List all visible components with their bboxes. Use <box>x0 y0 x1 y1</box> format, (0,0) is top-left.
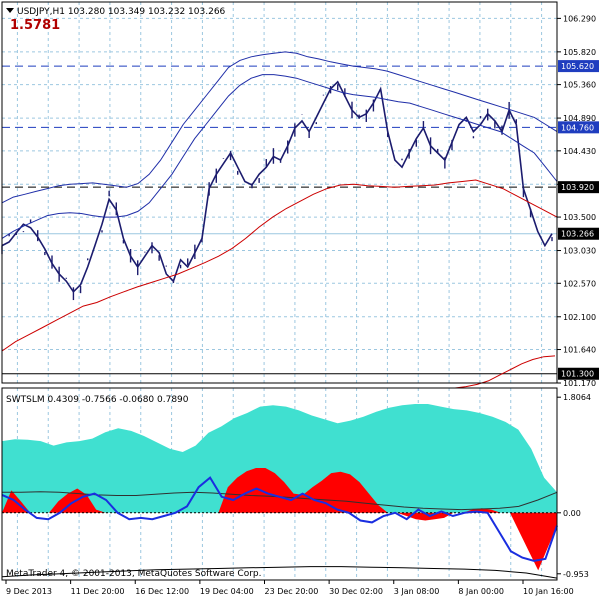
time-axis: 9 Dec 2013 11 Dec 20:00 16 Dec 12:00 19 Dec… <box>5 580 574 596</box>
moving-average-line <box>1 179 558 352</box>
time-tick-label: 10 Jan 16:00 <box>523 587 574 596</box>
price-tick-label: 104.430 <box>563 147 596 156</box>
upper-band-line <box>1 51 558 204</box>
level-price-label: 103.266 <box>561 230 594 239</box>
level-price-label: 104.760 <box>561 123 594 132</box>
symbol-header: USDJPY,H1 103.280 103.349 103.232 103.26… <box>17 7 226 17</box>
time-tick-label: 11 Dec 20:00 <box>71 587 125 596</box>
indicator-axis: 1.8064 0.00 -0.953 <box>557 393 591 579</box>
time-tick-label: 16 Dec 12:00 <box>135 587 189 596</box>
indicator-tick-label: 0.00 <box>563 509 581 518</box>
level-price-box <box>558 121 599 134</box>
cyan-area <box>2 404 557 513</box>
lower-bound-line <box>1 566 558 579</box>
copyright-text: MetaTrader 4, © 2001-2013, MetaQuotes So… <box>6 569 262 579</box>
big-value: 1.5781 <box>10 18 60 33</box>
price-tick-label: 102.100 <box>563 313 596 322</box>
time-tick-label: 8 Jan 00:00 <box>458 587 504 596</box>
level-price-box <box>558 181 599 194</box>
price-tick-label: 102.570 <box>563 279 596 288</box>
price-tick-label: 101.640 <box>563 346 596 355</box>
indicator-series <box>1 404 558 579</box>
level-price-box <box>558 60 599 73</box>
price-chart-panel[interactable]: 106.290 105.820 105.360 104.890 104.430 103.9… <box>1 1 599 389</box>
level-price-box <box>558 227 599 240</box>
horizontal-levels <box>2 65 557 375</box>
price-tick-label: 104.890 <box>563 114 596 123</box>
lower-ma-line <box>454 355 556 389</box>
red-area <box>2 468 557 571</box>
blue-oscillator-line <box>1 476 558 562</box>
price-grid <box>2 2 557 384</box>
price-tick-label: 106.290 <box>563 14 596 23</box>
indicator-label: SWTSLM 0.4309 -0.7566 -0.0680 0.7890 <box>6 395 189 405</box>
time-tick-label: 19 Dec 04:00 <box>200 587 254 596</box>
indicator-tick-label: -0.953 <box>563 570 589 579</box>
indicator-panel[interactable]: 1.8064 0.00 -0.953 <box>1 387 591 581</box>
time-tick-label: 3 Jan 08:00 <box>394 587 440 596</box>
price-line <box>1 80 553 294</box>
level-price-box <box>558 367 599 380</box>
middle-band-line <box>1 74 558 239</box>
level-price-label: 105.620 <box>561 62 594 71</box>
time-tick-label: 9 Dec 2013 <box>6 587 52 596</box>
level-price-label: 103.920 <box>561 183 594 192</box>
price-tick-label: 101.170 <box>563 379 596 388</box>
price-tick-label: 103.500 <box>563 213 596 222</box>
triangle-down-icon[interactable] <box>6 8 14 13</box>
time-tick-label: 23 Dec 20:00 <box>265 587 319 596</box>
price-tick-label: 105.820 <box>563 48 596 57</box>
price-axis: 106.290 105.820 105.360 104.890 104.430 103.9… <box>557 14 599 388</box>
level-price-label: 101.300 <box>561 370 594 379</box>
indicator-tick-label: 1.8064 <box>563 393 591 402</box>
price-series <box>1 51 558 389</box>
time-tick-label: 30 Dec 02:00 <box>329 587 383 596</box>
price-tick-label: 105.360 <box>563 81 596 90</box>
price-tick-label: 103.030 <box>563 247 596 256</box>
